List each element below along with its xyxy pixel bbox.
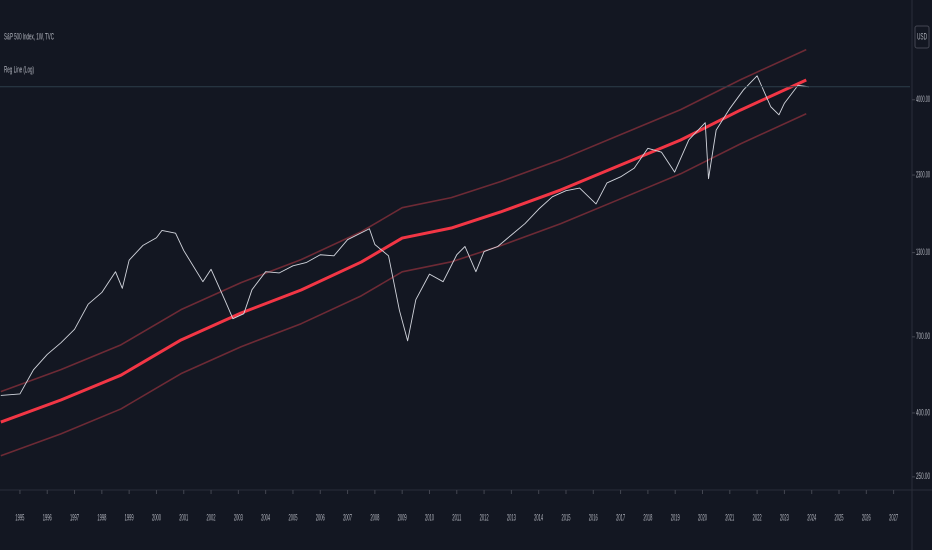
x-tick-label: 2015 bbox=[561, 512, 570, 522]
y-tick-label: 250.00 bbox=[916, 471, 930, 481]
x-tick-label: 2002 bbox=[207, 512, 216, 522]
y-tick-label: 2300.00 bbox=[916, 169, 930, 179]
x-tick-label: 2022 bbox=[753, 512, 762, 522]
series-line bbox=[0, 48, 807, 393]
x-tick-label: 2008 bbox=[370, 512, 379, 522]
x-tick-label: 2026 bbox=[862, 512, 871, 522]
x-tick-label: 2018 bbox=[643, 512, 652, 522]
x-tick-label: 2005 bbox=[288, 512, 297, 522]
x-tick-label: 2010 bbox=[425, 512, 434, 522]
x-tick-label: 1999 bbox=[125, 512, 134, 522]
x-tick-label: 2014 bbox=[534, 512, 543, 522]
chart-title: S&P 500 Index, 1W, TVC bbox=[4, 31, 54, 41]
x-tick-label: 1995 bbox=[15, 512, 24, 522]
x-tick-label: 2011 bbox=[452, 512, 461, 522]
x-tick-label: 2007 bbox=[343, 512, 352, 522]
x-tick-label: 1998 bbox=[97, 512, 106, 522]
y-tick-label: 700.00 bbox=[916, 331, 930, 341]
y-tick-label: 1300.00 bbox=[916, 247, 930, 257]
x-tick-label: 2004 bbox=[261, 512, 270, 522]
x-tick-label: 2012 bbox=[480, 512, 489, 522]
x-tick-label: 2027 bbox=[889, 512, 898, 522]
x-tick-label: 1997 bbox=[70, 512, 79, 522]
x-tick-label: 2000 bbox=[152, 512, 161, 522]
y-tick-label: 4000.00 bbox=[916, 94, 930, 104]
x-tick-label: 2013 bbox=[507, 512, 516, 522]
x-tick-label: 2006 bbox=[316, 512, 325, 522]
x-tick-label: 2001 bbox=[179, 512, 188, 522]
x-tick-label: 2017 bbox=[616, 512, 625, 522]
x-tick-label: 2019 bbox=[671, 512, 680, 522]
x-tick-label: 2024 bbox=[807, 512, 816, 522]
currency-box[interactable] bbox=[914, 25, 930, 49]
legend-entry: Reg Line (Log) bbox=[4, 64, 34, 74]
x-tick-label: 1996 bbox=[43, 512, 52, 522]
x-tick-label: 2025 bbox=[835, 512, 844, 522]
series-line bbox=[0, 75, 810, 396]
x-tick-label: 2009 bbox=[398, 512, 407, 522]
x-tick-label: 2020 bbox=[698, 512, 707, 522]
x-tick-label: 2003 bbox=[234, 512, 243, 522]
x-tick-label: 2016 bbox=[589, 512, 598, 522]
y-tick-label: 400.00 bbox=[916, 407, 930, 417]
x-tick-label: 2023 bbox=[780, 512, 789, 522]
series-line bbox=[0, 113, 807, 457]
currency-label[interactable]: USD bbox=[917, 31, 927, 41]
series-line bbox=[0, 78, 807, 424]
x-tick-label: 2021 bbox=[725, 512, 734, 522]
